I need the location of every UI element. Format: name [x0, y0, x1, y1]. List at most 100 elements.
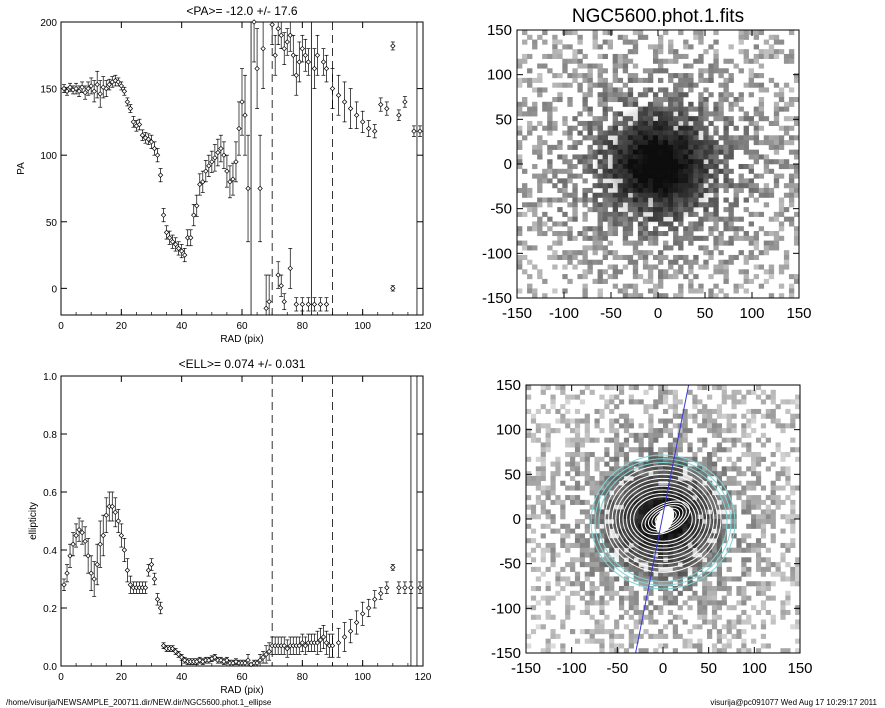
image-pixel — [743, 30, 749, 36]
image-pixel — [642, 231, 649, 237]
image-pixel — [751, 624, 757, 630]
image-pixel — [555, 456, 561, 462]
y-tick-label: 0 — [513, 511, 521, 528]
image-pixel — [702, 418, 708, 424]
image-pixel — [627, 216, 634, 222]
image-pixel — [658, 633, 664, 639]
image-pixel — [723, 116, 729, 122]
image-pixel — [733, 144, 739, 150]
image-pixel — [612, 63, 619, 69]
image-pixel — [716, 629, 723, 635]
image-pixel — [738, 140, 744, 146]
image-pixel — [755, 523, 762, 529]
image-pixel — [726, 423, 732, 429]
image-pixel — [770, 614, 776, 620]
image-pixel — [731, 523, 737, 529]
image-pixel — [653, 633, 659, 639]
image-pixel — [718, 264, 724, 270]
data-point — [64, 570, 70, 576]
image-pixel — [748, 164, 754, 170]
image-pixel — [783, 192, 790, 198]
image-pixel — [597, 92, 603, 98]
image-pixel — [773, 39, 780, 45]
image-pixel — [723, 197, 729, 203]
image-pixel — [567, 173, 573, 179]
image-pixel — [726, 605, 732, 611]
image-pixel — [790, 566, 796, 572]
image-pixel — [760, 519, 767, 525]
image-pixel — [522, 245, 528, 251]
data-point — [320, 59, 327, 65]
image-pixel — [773, 216, 780, 222]
image-pixel — [758, 283, 765, 289]
image-pixel — [702, 461, 708, 467]
image-pixel — [718, 92, 724, 98]
image-pixel — [673, 274, 679, 280]
image-pixel — [783, 216, 790, 222]
image-pixel — [785, 547, 791, 553]
image-pixel — [557, 207, 563, 213]
image-pixel — [748, 82, 754, 88]
image-pixel — [623, 576, 630, 582]
image-pixel — [711, 586, 718, 592]
x-tick-label: -50 — [600, 305, 622, 322]
image-pixel — [572, 173, 578, 179]
image-pixel — [780, 452, 786, 458]
image-pixel — [760, 399, 767, 405]
image-pixel — [633, 638, 639, 644]
image-pixel — [678, 216, 684, 222]
image-pixel — [597, 125, 603, 131]
image-pixel — [788, 183, 795, 189]
image-pixel — [599, 542, 605, 549]
image-pixel — [579, 437, 586, 443]
image-pixel — [632, 264, 639, 270]
image-pixel — [780, 571, 786, 577]
image-pixel — [748, 278, 754, 284]
image-pixel — [673, 53, 679, 60]
data-point — [88, 83, 94, 89]
image-pixel — [592, 39, 598, 45]
image-pixel — [614, 590, 620, 596]
image-pixel — [602, 245, 608, 251]
image-pixel — [622, 264, 629, 270]
image-pixel — [668, 226, 674, 232]
y-axis-label: PA — [16, 162, 27, 175]
image-pixel — [758, 63, 765, 69]
y-tick-label: -50 — [499, 556, 521, 573]
image-pixel — [668, 221, 674, 227]
image-pixel — [788, 149, 795, 155]
image-pixel — [672, 442, 678, 448]
image-pixel — [542, 178, 548, 184]
image-pixel — [555, 571, 561, 577]
image-pixel — [707, 557, 713, 563]
image-pixel — [663, 428, 669, 434]
image-pixel — [763, 250, 770, 256]
image-pixel — [609, 385, 615, 391]
y-tick-label: -100 — [482, 245, 512, 262]
data-point — [329, 643, 336, 649]
image-pixel — [718, 168, 724, 174]
image-pixel — [795, 619, 800, 625]
image-pixel — [736, 629, 742, 635]
image-pixel — [597, 192, 603, 198]
image-pixel — [667, 609, 674, 616]
image-pixel — [697, 643, 703, 649]
image-pixel — [597, 97, 603, 103]
image-pixel — [693, 34, 699, 40]
image-pixel — [647, 240, 654, 246]
image-pixel — [632, 39, 639, 45]
image-pixel — [716, 385, 723, 391]
data-point — [341, 99, 348, 105]
image-pixel — [535, 466, 541, 472]
image-pixel — [527, 68, 533, 74]
image-pixel — [713, 130, 719, 136]
image-pixel — [793, 116, 799, 122]
image-pixel — [783, 264, 790, 270]
image-pixel — [783, 159, 790, 165]
image-pixel — [592, 34, 598, 40]
image-pixel — [721, 533, 727, 539]
image-pixel — [763, 183, 770, 189]
image-pixel — [545, 547, 551, 553]
image-pixel — [618, 466, 625, 472]
image-pixel — [743, 288, 749, 294]
